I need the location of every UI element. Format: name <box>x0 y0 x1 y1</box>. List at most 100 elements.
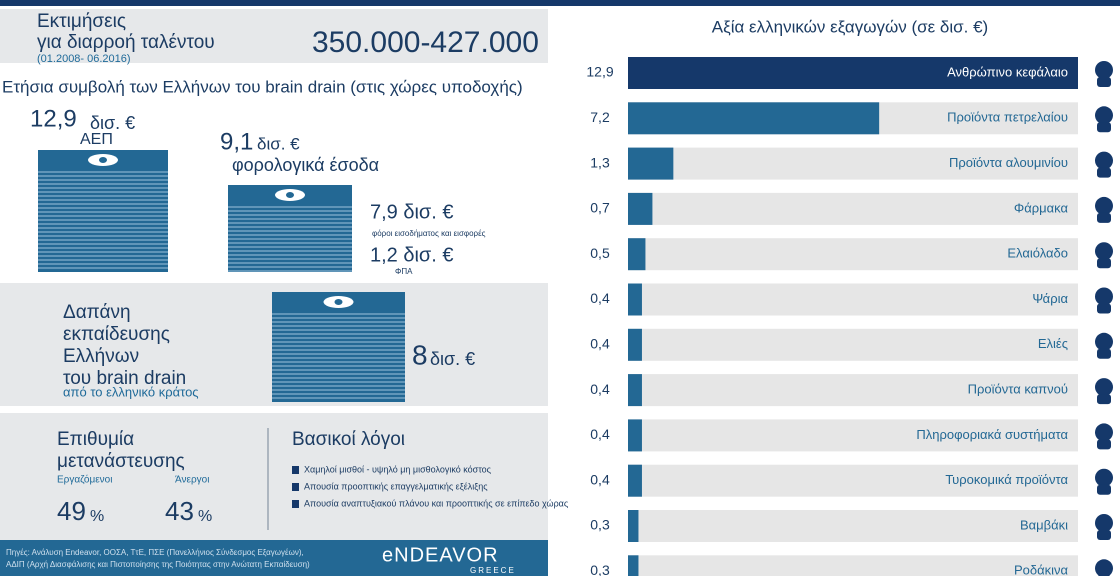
text: φόροι εισοδήματος και εισφορές <box>372 229 486 238</box>
bar <box>628 148 673 180</box>
bar-track <box>628 284 1078 316</box>
text: δισ. € <box>257 134 300 153</box>
category-label: Προϊόντα πετρελαίου <box>947 110 1068 125</box>
bar <box>628 102 879 134</box>
icon <box>1095 152 1113 178</box>
text: Εκτιμήσεις <box>37 11 126 32</box>
icon <box>1095 378 1113 404</box>
value-label: 0,4 <box>590 426 610 442</box>
value-label: 0,4 <box>590 381 610 397</box>
bar-track <box>628 329 1078 361</box>
icon <box>1095 423 1113 449</box>
bullet <box>292 483 299 491</box>
icon-shape <box>1097 213 1111 223</box>
text: 1,2 δισ. € <box>370 244 454 266</box>
icon-shape <box>1095 61 1113 79</box>
icon-shape <box>1097 168 1111 178</box>
value-label: 0,7 <box>590 200 610 216</box>
icon-shape <box>1095 378 1113 396</box>
icon-shape <box>1097 349 1111 359</box>
text: Χαμηλοί μισθοί - υψηλό μη μισθολογικό κό… <box>304 464 492 474</box>
icon-shape <box>1097 394 1111 404</box>
icon <box>1095 242 1113 268</box>
value-label: 0,3 <box>590 517 610 533</box>
text: 7,9 δισ. € <box>370 201 454 223</box>
text: % <box>90 508 104 525</box>
icon-shape <box>1095 469 1113 487</box>
logo: eNDEAVOR <box>382 544 499 566</box>
text: Πηγές: Ανάλυση Endeavor, ΟΟΣΑ, ΤτΕ, ΠΣΕ … <box>6 548 304 557</box>
bar <box>628 238 645 270</box>
icon-shape <box>1097 439 1111 449</box>
category-label: Προϊόντα καπνού <box>968 382 1068 397</box>
icon-shape <box>1095 333 1113 351</box>
text: ΑΔΙΠ (Αρχή Διασφάλισης και Πιστοποίησης … <box>6 560 310 569</box>
text: Απουσία προοπτικής επαγγελματικής εξέλιξ… <box>304 481 488 491</box>
category-label: Ροδάκινα <box>1014 563 1069 576</box>
value-label: 0,4 <box>590 336 610 352</box>
bar-track <box>628 555 1078 576</box>
chart-title: Αξία ελληνικών εξαγωγών (σε δισ. €) <box>712 17 988 36</box>
text: δισ. € <box>430 349 475 369</box>
icon <box>1095 514 1113 540</box>
icon-shape <box>1097 530 1111 540</box>
icon <box>1095 61 1113 87</box>
text: Επιθυμία <box>57 429 134 450</box>
category-label: Φάρμακα <box>1014 200 1069 215</box>
category-label: Ελαιόλαδο <box>1007 246 1068 261</box>
bar <box>628 510 638 542</box>
bullet <box>292 500 299 508</box>
icon-shape <box>1097 122 1111 132</box>
icon-shape <box>1095 423 1113 441</box>
text: 43 <box>165 496 194 526</box>
bar <box>628 284 642 316</box>
icon-shape <box>1095 514 1113 532</box>
icon-shape <box>1095 242 1113 260</box>
icon <box>1095 559 1113 576</box>
bar <box>628 555 638 576</box>
bar <box>628 193 652 225</box>
value-label: 0,3 <box>590 562 610 576</box>
icon <box>1095 469 1113 495</box>
value-label: 1,3 <box>590 154 610 170</box>
text: % <box>198 508 212 525</box>
icon <box>1095 106 1113 132</box>
category-label: Πληροφοριακά συστήματα <box>916 427 1068 442</box>
category-label: Προϊόντα αλουμινίου <box>949 155 1068 170</box>
icon <box>1095 197 1113 223</box>
icon <box>1095 288 1113 314</box>
text: εκπαίδευσης <box>63 324 170 345</box>
top-band <box>0 0 1120 6</box>
bar-track <box>628 193 1078 225</box>
icon-shape <box>1095 559 1113 576</box>
stack <box>38 150 168 272</box>
bar-track <box>628 510 1078 542</box>
icon-shape <box>1095 197 1113 215</box>
text: Ελλήνων <box>63 346 139 367</box>
bar <box>628 419 642 451</box>
text: από το ελληνικό κράτος <box>63 384 199 399</box>
text: μετανάστευσης <box>57 451 185 472</box>
text: Ετήσια συμβολή των Ελλήνων του brain dra… <box>2 77 523 96</box>
icon-shape <box>1097 304 1111 314</box>
logo-sub: GREECE <box>470 566 516 575</box>
euro-dot <box>286 192 294 198</box>
infographic: Εκτιμήσεις για διαρροή ταλέντου (01.2008… <box>0 0 1120 576</box>
text: ΦΠΑ <box>395 267 413 276</box>
category-label: Ανθρώπινο κεφάλαιο <box>947 64 1068 79</box>
text: ΑΕΠ <box>80 131 113 148</box>
text: (01.2008- 06.2016) <box>37 53 131 65</box>
text: 9,1 <box>220 128 253 155</box>
category-label: Τυροκομικά προϊόντα <box>945 472 1068 487</box>
category-label: Ελιές <box>1038 336 1068 351</box>
text: 8 <box>412 339 428 370</box>
icon-shape <box>1097 485 1111 495</box>
icon-shape <box>1097 77 1111 87</box>
euro-dot <box>335 299 343 305</box>
icon-shape <box>1095 106 1113 124</box>
text: Δαπάνη <box>63 302 131 323</box>
text: 350.000-427.000 <box>312 26 539 59</box>
text: δισ. € <box>90 113 135 133</box>
category-label: Ψάρια <box>1032 291 1068 306</box>
category-label: Βαμβάκι <box>1020 517 1068 532</box>
